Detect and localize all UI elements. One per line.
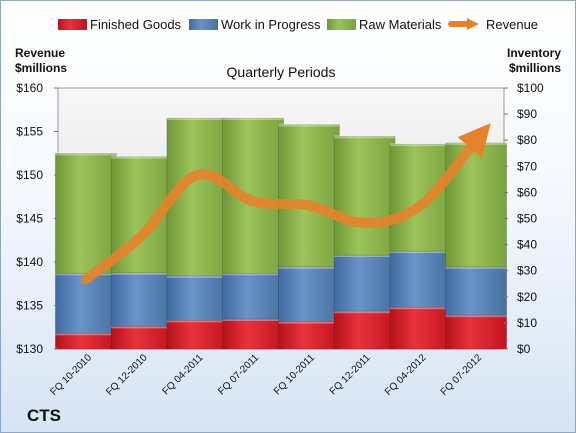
bar-cap-raw-materials-7: [389, 143, 451, 147]
right-tick-label: $70: [517, 159, 537, 173]
bar-cap-work-in-progress-6: [334, 254, 396, 257]
left-tick-label: $150: [16, 168, 43, 182]
right-axis: $0 $10 $20 $30 $40 $50 $60 $70 $80 $90 $100: [504, 81, 544, 356]
legend-label-revenue: Revenue: [486, 17, 538, 32]
bar-cap-work-in-progress-2: [111, 271, 173, 275]
right-tick-label: $40: [517, 238, 537, 252]
bar-finished-goods-4: [222, 318, 284, 350]
left-tick-label: $135: [16, 299, 43, 313]
right-tick-label: $0: [517, 342, 531, 356]
legend-item-finished-goods: Finished Goods: [58, 17, 182, 32]
bar-cap-raw-materials-6: [334, 135, 396, 139]
left-axis-title-line2: $millions: [15, 61, 67, 75]
legend-label-work-in-progress: Work in Progress: [221, 17, 321, 32]
right-tick-label: $10: [517, 316, 537, 330]
bar-finished-goods-3: [166, 319, 229, 350]
x-tick-label: FQ 12-2010: [104, 352, 150, 398]
legend-swatch-raw-materials: [327, 19, 356, 30]
bar-cap-work-in-progress-4: [222, 272, 284, 276]
right-tick-label: $100: [517, 81, 544, 95]
legend-label-finished-goods: Finished Goods: [90, 17, 182, 32]
bar-raw-materials-1: [55, 153, 117, 274]
bar-raw-materials-6: [333, 136, 396, 256]
legend-swatch-work-in-progress: [189, 19, 218, 30]
bar-cap-finished-goods-5: [278, 320, 340, 324]
legend-item-raw-materials: Raw Materials: [327, 17, 442, 32]
bar-cap-raw-materials-5: [278, 123, 340, 127]
x-tick-label: FQ 10-2011: [272, 352, 317, 397]
bar-work-in-progress-5: [278, 266, 340, 322]
bar-finished-goods-2: [110, 325, 173, 350]
x-axis: FQ 10-2010 FQ 12-2010 FQ 04-2011 FQ 07-2011…: [49, 352, 485, 398]
right-axis-title-line2: $millions: [509, 61, 561, 75]
bar-work-in-progress-8: [445, 266, 507, 316]
company-label: CTS: [27, 406, 61, 425]
x-tick-label: FQ 04-2011: [161, 352, 206, 397]
left-tick-label: $145: [16, 212, 43, 226]
bar-cap-work-in-progress-5: [278, 265, 340, 269]
bar-work-in-progress-6: [333, 254, 396, 312]
right-tick-label: $50: [517, 212, 537, 226]
left-tick-label: $155: [16, 125, 43, 139]
x-tick-label: FQ 04-2012: [383, 352, 429, 398]
right-axis-title-line1: Inventory: [507, 46, 561, 60]
bars-layer: [55, 117, 507, 350]
left-tick-label: $160: [16, 81, 43, 95]
bar-cap-finished-goods-3: [166, 319, 228, 323]
left-tick-label: $140: [16, 255, 43, 269]
right-tick-label: $80: [517, 133, 537, 147]
legend-label-raw-materials: Raw Materials: [359, 17, 442, 32]
right-tick-label: $90: [517, 107, 537, 121]
bar-work-in-progress-4: [222, 272, 284, 320]
legend-item-revenue: Revenue: [448, 17, 538, 32]
legend: Finished Goods Work in Progress Raw Mate…: [58, 17, 538, 32]
revenue-line-layer: [80, 123, 491, 285]
revenue-line: [80, 123, 491, 285]
left-tick-label: $130: [16, 342, 43, 356]
bar-finished-goods-6: [333, 310, 396, 350]
bar-cap-finished-goods-8: [445, 314, 507, 318]
x-tick-label: FQ 07-2012: [439, 352, 485, 398]
legend-item-work-in-progress: Work in Progress: [189, 17, 321, 32]
bar-work-in-progress-2: [110, 272, 173, 327]
bar-cap-raw-materials-3: [166, 117, 228, 120]
legend-swatch-finished-goods: [58, 19, 87, 30]
bar-raw-materials-5: [278, 124, 340, 267]
x-tick-label: FQ 07-2011: [216, 352, 261, 397]
bar-cap-work-in-progress-3: [166, 274, 228, 278]
bar-finished-goods-1: [55, 332, 117, 350]
legend-arrow-revenue: [467, 18, 479, 30]
bar-cap-finished-goods-2: [111, 325, 173, 329]
bar-finished-goods-5: [278, 321, 340, 350]
bar-finished-goods-7: [389, 306, 452, 350]
bar-work-in-progress-7: [389, 250, 452, 308]
left-axis: $130 $135 $140 $145 $150 $155 $160: [16, 81, 58, 356]
x-tick-label: FQ 12-2011: [328, 352, 373, 397]
bar-cap-work-in-progress-7: [389, 250, 451, 254]
bar-cap-finished-goods-4: [222, 318, 284, 321]
right-tick-label: $30: [517, 264, 537, 278]
right-tick-label: $20: [517, 290, 537, 304]
bar-cap-work-in-progress-8: [445, 265, 507, 269]
right-tick-label: $60: [517, 185, 537, 199]
bar-finished-goods-8: [445, 314, 507, 350]
bar-cap-finished-goods-1: [55, 332, 117, 336]
bar-cap-finished-goods-6: [334, 310, 396, 314]
bar-cap-raw-materials-4: [222, 117, 284, 120]
bar-cap-raw-materials-1: [55, 152, 117, 156]
bar-work-in-progress-3: [166, 275, 229, 321]
x-tick-label: FQ 10-2010: [49, 352, 95, 398]
bar-cap-raw-materials-2: [111, 155, 173, 159]
bar-raw-materials-7: [389, 143, 452, 252]
bar-raw-materials-4: [222, 117, 284, 274]
left-axis-title-line1: Revenue: [15, 46, 65, 60]
chart-title: Quarterly Periods: [227, 64, 336, 80]
bar-cap-finished-goods-7: [389, 306, 451, 310]
